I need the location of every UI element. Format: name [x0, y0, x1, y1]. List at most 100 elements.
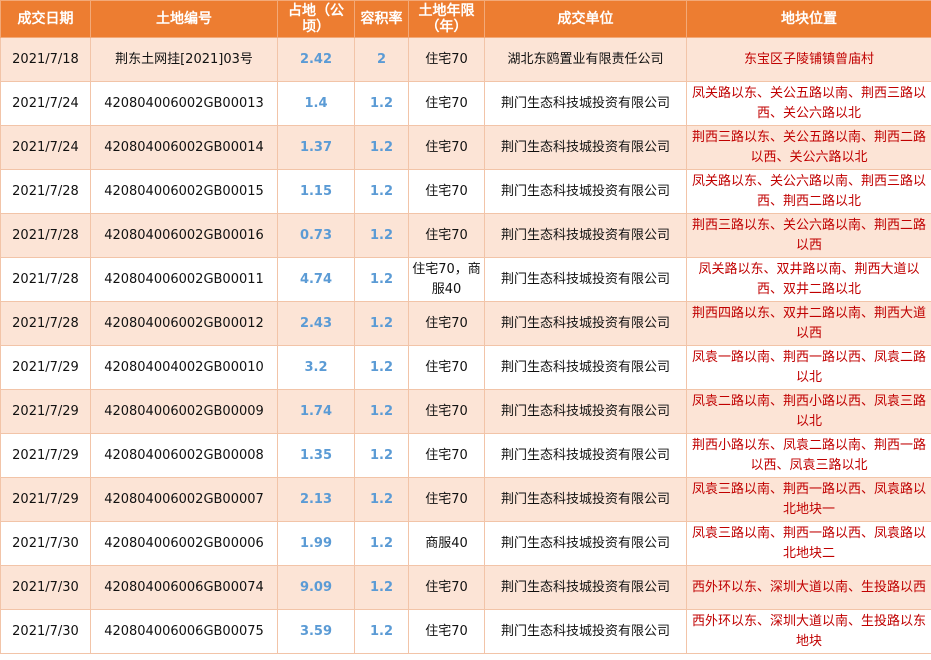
table-row: 2021/7/29 420804006002GB00007 2.13 1.2 住宅70 荆… [0, 477, 931, 522]
table-row: 2021/7/24 420804006002GB00013 1.4 1.2 住宅70 荆门… [0, 81, 931, 126]
header-area: 占地（公顷） [277, 0, 355, 38]
cell-term: 住宅70，商服40 [408, 257, 485, 302]
cell-term: 住宅70 [408, 345, 485, 390]
cell-far: 1.2 [354, 213, 409, 258]
cell-term: 住宅70 [408, 477, 485, 522]
cell-date: 2021/7/28 [0, 257, 91, 302]
cell-area: 3.2 [277, 345, 355, 390]
cell-location: 凤袁三路以南、荆西一路以西、凤袁路以北地块二 [686, 521, 931, 566]
cell-land-id: 420804006006GB00074 [90, 565, 278, 610]
cell-land-id: 420804006002GB00007 [90, 477, 278, 522]
cell-far: 1.2 [354, 125, 409, 170]
cell-date: 2021/7/28 [0, 213, 91, 258]
cell-buyer: 荆门生态科技城投资有限公司 [484, 565, 687, 610]
table-row: 2021/7/29 420804006002GB00008 1.35 1.2 住宅70 荆… [0, 433, 931, 478]
cell-location: 凤袁三路以南、荆西一路以西、凤袁路以北地块一 [686, 477, 931, 522]
cell-far: 1.2 [354, 301, 409, 346]
cell-date: 2021/7/18 [0, 37, 91, 82]
table-row: 2021/7/24 420804006002GB00014 1.37 1.2 住宅70 荆… [0, 125, 931, 170]
cell-land-id: 420804006002GB00014 [90, 125, 278, 170]
cell-buyer: 荆门生态科技城投资有限公司 [484, 169, 687, 214]
cell-buyer: 湖北东鸥置业有限责任公司 [484, 37, 687, 82]
cell-location: 荆西三路以东、关公五路以南、荆西二路以西、关公六路以北 [686, 125, 931, 170]
cell-land-id: 420804006002GB00016 [90, 213, 278, 258]
cell-term: 住宅70 [408, 37, 485, 82]
cell-far: 1.2 [354, 389, 409, 434]
cell-area: 1.37 [277, 125, 355, 170]
cell-term: 住宅70 [408, 125, 485, 170]
cell-date: 2021/7/24 [0, 125, 91, 170]
cell-date: 2021/7/29 [0, 433, 91, 478]
cell-term: 住宅70 [408, 169, 485, 214]
cell-far: 1.2 [354, 81, 409, 126]
cell-term: 住宅70 [408, 301, 485, 346]
cell-date: 2021/7/28 [0, 301, 91, 346]
cell-land-id: 420804006002GB00011 [90, 257, 278, 302]
cell-land-id: 420804006002GB00015 [90, 169, 278, 214]
cell-buyer: 荆门生态科技城投资有限公司 [484, 521, 687, 566]
cell-term: 住宅70 [408, 389, 485, 434]
header-location: 地块位置 [686, 0, 931, 38]
cell-date: 2021/7/30 [0, 565, 91, 610]
cell-far: 1.2 [354, 257, 409, 302]
cell-area: 1.35 [277, 433, 355, 478]
cell-buyer: 荆门生态科技城投资有限公司 [484, 81, 687, 126]
cell-buyer: 荆门生态科技城投资有限公司 [484, 345, 687, 390]
cell-buyer: 荆门生态科技城投资有限公司 [484, 213, 687, 258]
cell-location: 东宝区子陵铺镇曾庙村 [686, 37, 931, 82]
cell-far: 1.2 [354, 477, 409, 522]
cell-date: 2021/7/29 [0, 389, 91, 434]
cell-far: 1.2 [354, 169, 409, 214]
cell-buyer: 荆门生态科技城投资有限公司 [484, 477, 687, 522]
cell-location: 西外环以东、深圳大道以南、生投路以西 [686, 565, 931, 610]
cell-location: 凤袁一路以南、荆西一路以西、凤袁二路以北 [686, 345, 931, 390]
cell-area: 1.74 [277, 389, 355, 434]
cell-area: 9.09 [277, 565, 355, 610]
table-row: 2021/7/28 420804006002GB00015 1.15 1.2 住宅70 荆… [0, 169, 931, 214]
cell-buyer: 荆门生态科技城投资有限公司 [484, 609, 687, 654]
cell-location: 荆西小路以东、凤袁二路以南、荆西一路以西、凤袁三路以北 [686, 433, 931, 478]
cell-term: 住宅70 [408, 565, 485, 610]
cell-far: 1.2 [354, 433, 409, 478]
cell-term: 住宅70 [408, 213, 485, 258]
table-row: 2021/7/28 420804006002GB00012 2.43 1.2 住宅70 荆… [0, 301, 931, 346]
cell-area: 4.74 [277, 257, 355, 302]
cell-far: 1.2 [354, 345, 409, 390]
table-row: 2021/7/28 420804006002GB00011 4.74 1.2 住宅70，… [0, 257, 931, 302]
cell-date: 2021/7/24 [0, 81, 91, 126]
cell-buyer: 荆门生态科技城投资有限公司 [484, 301, 687, 346]
cell-far: 1.2 [354, 609, 409, 654]
cell-far: 1.2 [354, 521, 409, 566]
cell-land-id: 420804006002GB00006 [90, 521, 278, 566]
table-row: 2021/7/29 420804006002GB00009 1.74 1.2 住宅70 荆… [0, 389, 931, 434]
cell-land-id: 420804006002GB00009 [90, 389, 278, 434]
table-row: 2021/7/18 荆东土网挂[2021]03号 2.42 2 住宅70 湖北东鸥置业有限… [0, 37, 931, 82]
cell-buyer: 荆门生态科技城投资有限公司 [484, 125, 687, 170]
cell-location: 荆西四路以东、双井二路以南、荆西大道以西 [686, 301, 931, 346]
cell-location: 凤关路以东、关公五路以南、荆西三路以西、关公六路以北 [686, 81, 931, 126]
cell-location: 凤关路以东、双井路以南、荆西大道以西、双井二路以北 [686, 257, 931, 302]
table-row: 2021/7/30 420804006006GB00075 3.59 1.2 住宅70 荆… [0, 609, 931, 654]
cell-area: 3.59 [277, 609, 355, 654]
table-row: 2021/7/29 420804004002GB00010 3.2 1.2 住宅70 荆门… [0, 345, 931, 390]
cell-location: 凤袁二路以南、荆西小路以西、凤袁三路以北 [686, 389, 931, 434]
cell-buyer: 荆门生态科技城投资有限公司 [484, 257, 687, 302]
cell-land-id: 420804006002GB00013 [90, 81, 278, 126]
cell-date: 2021/7/30 [0, 521, 91, 566]
cell-area: 2.13 [277, 477, 355, 522]
cell-term: 住宅70 [408, 433, 485, 478]
header-term: 土地年限（年） [408, 0, 485, 38]
cell-land-id: 420804006002GB00012 [90, 301, 278, 346]
cell-location: 西外环以东、深圳大道以南、生投路以东地块 [686, 609, 931, 654]
cell-far: 1.2 [354, 565, 409, 610]
table-row: 2021/7/30 420804006006GB00074 9.09 1.2 住宅70 荆… [0, 565, 931, 610]
cell-term: 住宅70 [408, 81, 485, 126]
header-date: 成交日期 [0, 0, 91, 38]
cell-buyer: 荆门生态科技城投资有限公司 [484, 433, 687, 478]
cell-land-id: 420804006002GB00008 [90, 433, 278, 478]
header-buyer: 成交单位 [484, 0, 687, 38]
cell-term: 住宅70 [408, 609, 485, 654]
cell-area: 2.42 [277, 37, 355, 82]
cell-land-id: 荆东土网挂[2021]03号 [90, 37, 278, 82]
